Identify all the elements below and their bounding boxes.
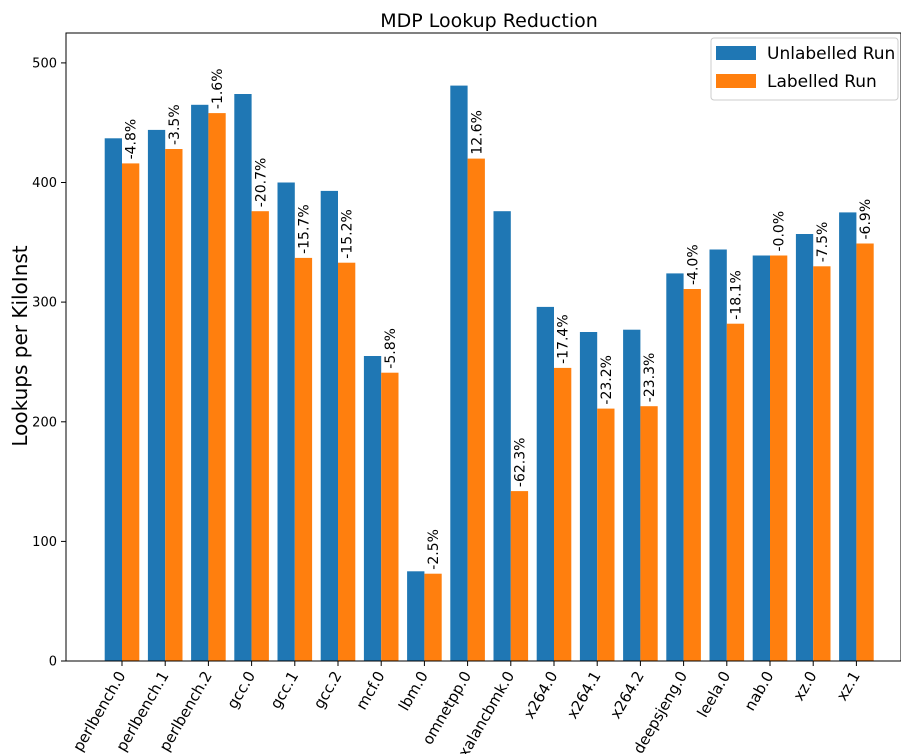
bar-annotation: -1.6% xyxy=(210,68,226,109)
bar-annotation: -62.3% xyxy=(513,438,529,488)
bar-annotation: -2.5% xyxy=(426,529,442,570)
bar-annotation: -5.8% xyxy=(383,328,399,369)
plot-frame xyxy=(65,32,901,662)
bar-annotation: -6.9% xyxy=(858,199,874,240)
legend-label-unlabelled: Unlabelled Run xyxy=(767,44,895,64)
bar-unlabelled xyxy=(579,332,598,661)
annotations-layer: -4.8% -3.5% -1.6% -20.7% -15.7% -15.2% -5.8% -2… xyxy=(124,68,874,569)
bar-annotation: -23.3% xyxy=(642,353,658,403)
y-axis: 0 100 200 300 400 500 xyxy=(32,56,66,670)
x-tick-label: gcc.2 xyxy=(310,668,346,712)
bar-unlabelled xyxy=(666,273,684,661)
bar-unlabelled xyxy=(407,571,425,661)
bar-unlabelled xyxy=(363,356,382,661)
bars-layer xyxy=(104,85,874,662)
bar-annotation: -23.2% xyxy=(599,355,615,405)
bar-unlabelled xyxy=(795,234,814,661)
x-tick-label: mcf.0 xyxy=(352,668,388,713)
legend: Unlabelled Run Labelled Run xyxy=(710,37,899,101)
bar-unlabelled xyxy=(234,94,252,661)
bar-unlabelled xyxy=(450,85,468,662)
bar-annotation: -3.5% xyxy=(167,104,183,145)
bar-labelled xyxy=(640,406,658,661)
x-tick-label: xz.0 xyxy=(790,668,821,704)
x-tick-label: gcc.1 xyxy=(267,668,303,712)
bar-unlabelled xyxy=(709,249,727,661)
bar-annotation: -4.0% xyxy=(685,244,701,285)
x-tick-label: lbm.0 xyxy=(395,668,432,714)
bar-labelled xyxy=(510,491,529,661)
bar-labelled xyxy=(597,408,615,661)
y-tick-label: 400 xyxy=(32,176,57,191)
bar-labelled xyxy=(338,262,356,661)
bar-labelled xyxy=(381,372,399,661)
bar-unlabelled xyxy=(277,182,295,661)
bar-labelled xyxy=(165,149,183,661)
bar-labelled xyxy=(856,243,874,661)
x-tick-label: x264.2 xyxy=(606,668,648,722)
y-tick-label: 200 xyxy=(32,415,57,430)
bar-annotation: -17.4% xyxy=(556,314,572,364)
x-tick-label: nab.0 xyxy=(741,668,778,714)
x-tick-label: leela.0 xyxy=(694,668,735,721)
bar-labelled xyxy=(726,323,745,661)
bar-labelled xyxy=(813,266,831,661)
bar-labelled xyxy=(554,367,572,661)
y-tick-label: 0 xyxy=(49,655,57,670)
bar-labelled xyxy=(294,257,313,661)
bar-annotation: -0.0% xyxy=(772,211,788,252)
bar-unlabelled xyxy=(623,329,641,661)
y-tick-label: 500 xyxy=(32,56,57,71)
legend-label-labelled: Labelled Run xyxy=(767,72,877,92)
bar-unlabelled xyxy=(493,211,511,661)
legend-swatch-unlabelled xyxy=(716,46,756,60)
x-tick-label: x264.0 xyxy=(520,668,562,722)
bar-unlabelled xyxy=(320,190,338,661)
bar-annotation: 12.6% xyxy=(469,110,485,154)
bar-unlabelled xyxy=(147,129,166,661)
x-tick-label: gcc.0 xyxy=(223,668,259,712)
bar-annotation: -15.7% xyxy=(296,204,312,254)
x-tick-label: x264.1 xyxy=(563,668,605,722)
bar-labelled xyxy=(122,163,140,661)
bar-annotation: -7.5% xyxy=(815,222,831,263)
x-tick-label: xz.1 xyxy=(833,668,864,704)
bar-labelled xyxy=(424,573,442,661)
chart-title: MDP Lookup Reduction xyxy=(380,10,598,32)
bar-unlabelled xyxy=(536,306,554,661)
y-axis-label: Lookups per KiloInst xyxy=(8,245,32,446)
legend-box xyxy=(710,37,899,101)
bar-labelled xyxy=(683,289,701,661)
bar-labelled xyxy=(467,158,485,661)
y-tick-label: 100 xyxy=(32,535,57,550)
bar-labelled xyxy=(770,255,788,661)
bar-annotation: -4.8% xyxy=(124,119,140,160)
legend-swatch-labelled xyxy=(716,74,756,88)
bar-labelled xyxy=(251,211,269,661)
bar-unlabelled xyxy=(752,255,770,661)
bar-annotation: -18.1% xyxy=(729,270,745,320)
bar-annotation: -15.2% xyxy=(340,209,356,259)
bar-unlabelled xyxy=(104,138,122,662)
bar-unlabelled xyxy=(839,212,857,661)
bar-labelled xyxy=(208,113,226,662)
bar-annotation: -20.7% xyxy=(253,158,269,208)
y-tick-label: 300 xyxy=(32,296,57,311)
bar-unlabelled xyxy=(191,104,209,662)
